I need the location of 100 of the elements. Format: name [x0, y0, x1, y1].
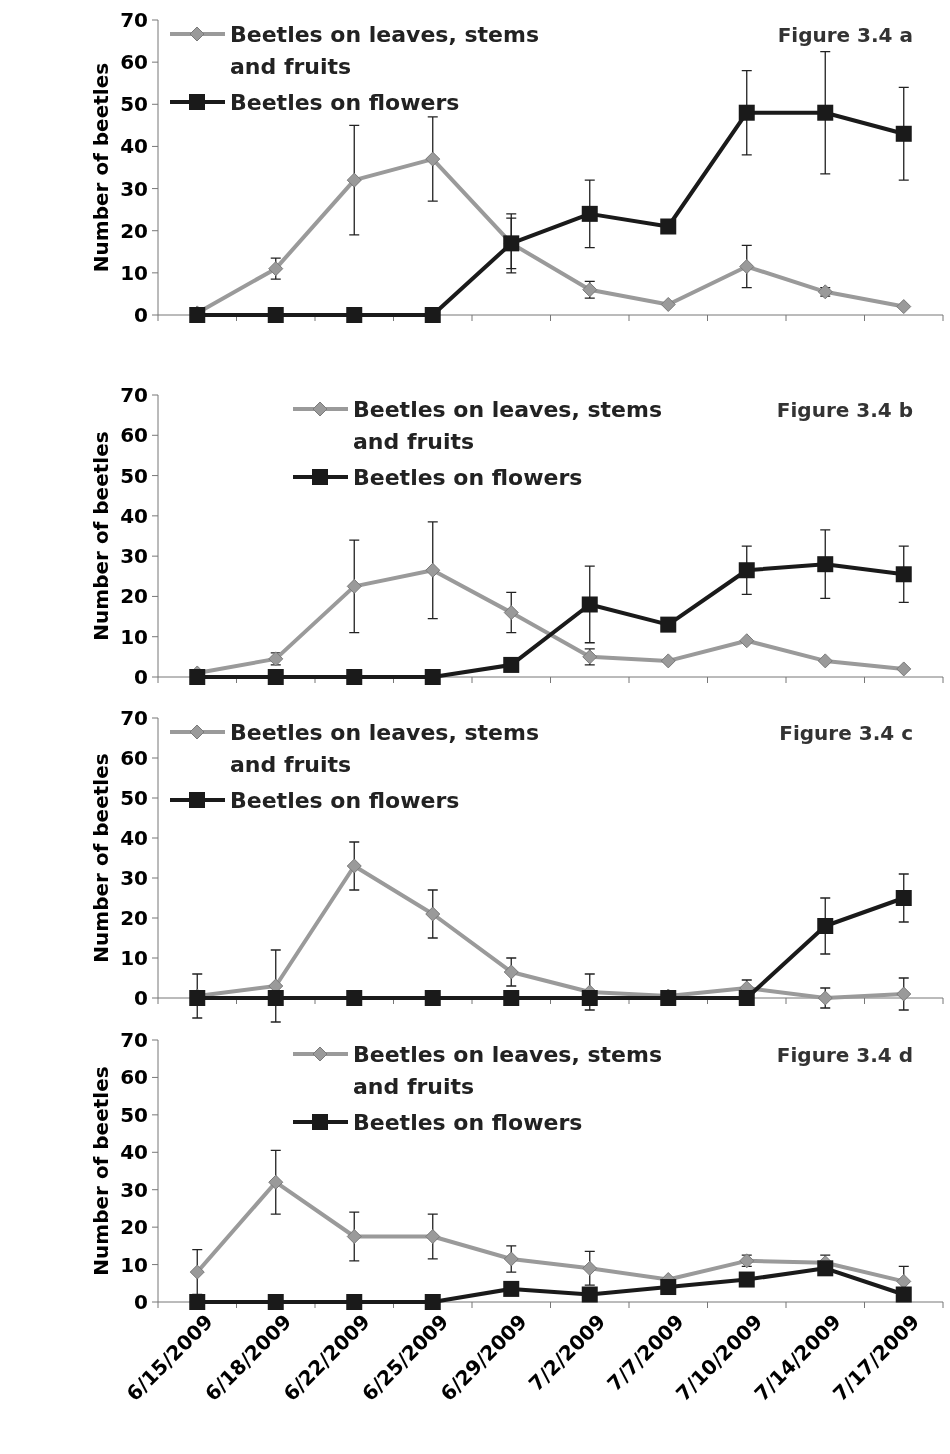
- point: [424, 1294, 441, 1310]
- legend-label: Beetles on flowers: [353, 464, 583, 490]
- y-tick-label: 50: [120, 786, 148, 810]
- y-tick-label: 70: [120, 706, 148, 730]
- point: [503, 1251, 519, 1267]
- chart-title: Figure 3.4 b: [776, 398, 913, 422]
- point: [896, 986, 912, 1002]
- chart-title: Figure 3.4 c: [779, 721, 913, 745]
- legend-label: Beetles on leaves, stems and fruits: [230, 719, 540, 777]
- point: [660, 653, 676, 669]
- y-tick-label: 60: [120, 50, 148, 75]
- point: [267, 990, 284, 1006]
- point: [189, 1294, 206, 1310]
- point: [817, 104, 834, 121]
- chart-title: Figure 3.4 a: [777, 23, 913, 47]
- y-tick-label: 10: [120, 260, 148, 285]
- point: [581, 990, 598, 1006]
- point: [738, 104, 755, 121]
- y-axis-title: Number of beetles: [89, 1066, 113, 1276]
- point: [738, 562, 755, 579]
- legend-label: Beetles on flowers: [353, 1109, 583, 1135]
- point: [738, 1271, 755, 1288]
- y-tick-label: 70: [120, 8, 148, 32]
- point: [268, 1174, 284, 1190]
- y-tick-label: 30: [120, 176, 148, 201]
- point: [189, 669, 206, 685]
- y-tick-label: 40: [120, 826, 148, 850]
- chart-title: Figure 3.4 d: [776, 1043, 913, 1067]
- point: [817, 653, 833, 669]
- point: [267, 1294, 284, 1310]
- point: [739, 633, 755, 649]
- legend-label: Beetles on leaves, stems and fruits: [353, 1041, 663, 1099]
- point: [346, 990, 363, 1006]
- y-tick-label: 60: [120, 746, 148, 770]
- y-tick-label: 50: [120, 1102, 148, 1127]
- y-tick-label: 60: [120, 423, 148, 448]
- y-tick-label: 30: [120, 544, 148, 569]
- point: [267, 307, 284, 323]
- y-tick-label: 20: [120, 584, 148, 609]
- y-axis-title: Number of beetles: [89, 431, 113, 641]
- legend-label: Beetles on leaves, stems and fruits: [353, 396, 663, 454]
- point: [660, 296, 676, 312]
- y-tick-label: 50: [120, 92, 148, 117]
- point: [346, 1294, 363, 1310]
- point: [503, 605, 519, 621]
- y-tick-label: 20: [120, 1215, 148, 1240]
- point: [503, 990, 520, 1006]
- y-tick-label: 10: [120, 946, 148, 970]
- y-tick-label: 70: [120, 383, 148, 407]
- legend-label: Beetles on flowers: [230, 89, 460, 115]
- y-tick-label: 20: [120, 906, 148, 930]
- y-tick-label: 0: [134, 303, 148, 327]
- point: [346, 1229, 362, 1244]
- point: [346, 669, 363, 685]
- point: [425, 151, 441, 167]
- point: [267, 669, 284, 685]
- point: [346, 307, 363, 323]
- point: [425, 562, 441, 578]
- point: [581, 596, 598, 613]
- y-tick-label: 40: [120, 1140, 148, 1165]
- point: [895, 566, 912, 583]
- point: [346, 172, 362, 188]
- y-tick-label: 40: [120, 503, 148, 528]
- point: [424, 990, 441, 1006]
- point: [738, 990, 755, 1006]
- point: [817, 556, 834, 573]
- point: [660, 1279, 677, 1296]
- point: [581, 205, 598, 222]
- point: [424, 307, 441, 323]
- point: [660, 616, 677, 633]
- point: [424, 669, 441, 685]
- point: [895, 890, 912, 906]
- y-tick-label: 10: [120, 1252, 148, 1277]
- point: [896, 661, 912, 677]
- y-tick-label: 30: [120, 1177, 148, 1202]
- point: [660, 218, 677, 235]
- legend-label: Beetles on leaves, stems and fruits: [230, 21, 540, 79]
- y-tick-label: 30: [120, 866, 148, 890]
- y-tick-label: 10: [120, 624, 148, 649]
- y-tick-label: 40: [120, 134, 148, 159]
- point: [739, 259, 755, 275]
- point: [582, 1260, 598, 1276]
- point: [581, 1286, 598, 1303]
- y-tick-label: 0: [134, 1290, 148, 1314]
- y-tick-label: 0: [134, 986, 148, 1010]
- point: [346, 578, 362, 594]
- y-tick-label: 60: [120, 1065, 148, 1090]
- point: [503, 964, 519, 980]
- y-tick-label: 70: [120, 1028, 148, 1052]
- legend-label: Beetles on flowers: [230, 787, 460, 813]
- point: [503, 1280, 520, 1297]
- point: [896, 1273, 912, 1289]
- point: [896, 299, 912, 315]
- point: [189, 1264, 205, 1280]
- y-axis-title: Number of beetles: [89, 753, 113, 963]
- y-tick-label: 20: [120, 218, 148, 243]
- point: [268, 261, 284, 277]
- point: [895, 1286, 912, 1303]
- point: [425, 906, 441, 922]
- y-tick-label: 50: [120, 463, 148, 488]
